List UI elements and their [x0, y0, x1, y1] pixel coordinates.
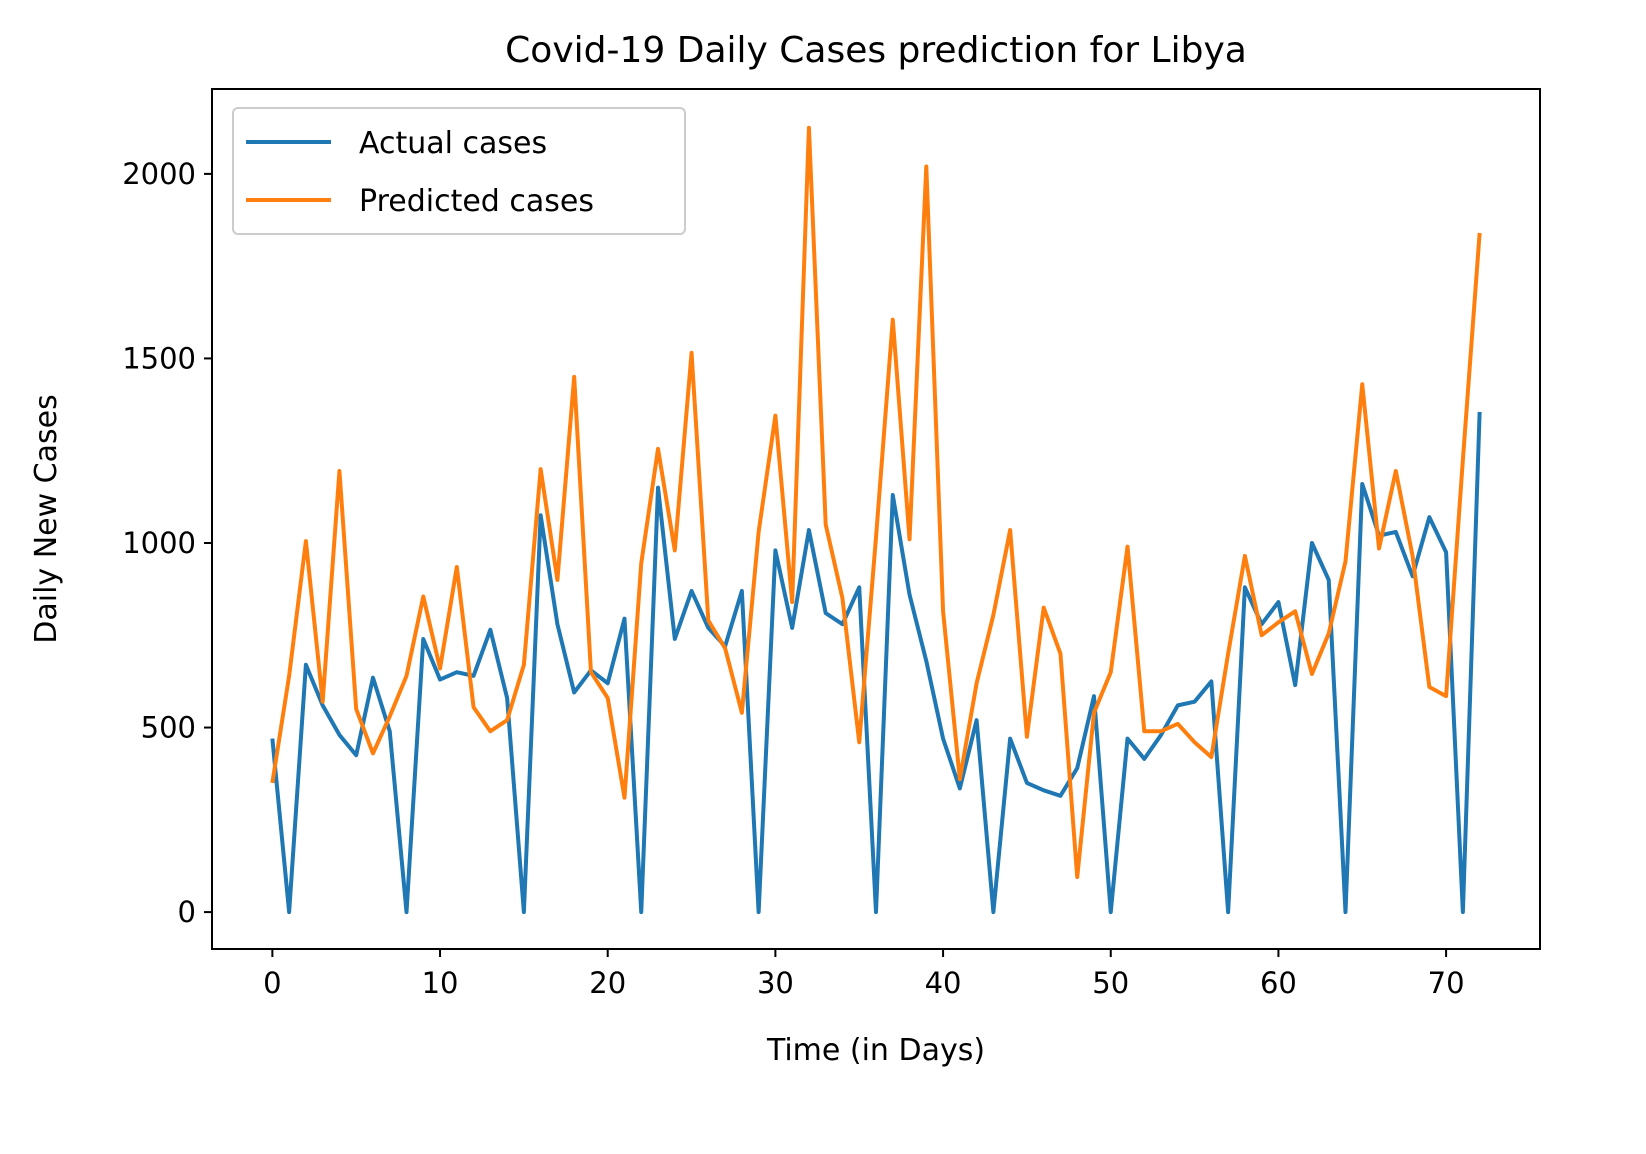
x-axis-label: Time (in Days): [766, 1033, 985, 1068]
legend: Actual cases Predicted cases: [232, 107, 686, 235]
y-axis-label: Daily New Cases: [29, 394, 64, 643]
x-tick-label: 70: [1428, 966, 1465, 1000]
x-tick-label: 40: [925, 966, 962, 1000]
legend-label-actual: Actual cases: [359, 126, 547, 161]
y-tick-label: 1000: [122, 526, 196, 560]
x-tick-label: 0: [263, 966, 281, 1000]
x-tick-label: 50: [1092, 966, 1129, 1000]
y-tick-label: 2000: [122, 157, 196, 191]
series-line-actual: [270, 411, 1482, 915]
x-tick-label: 60: [1260, 966, 1297, 1000]
x-tick-label: 20: [589, 966, 626, 1000]
x-tick-label: 10: [422, 966, 459, 1000]
legend-box: [232, 107, 686, 235]
chart-title: Covid-19 Daily Cases prediction for Liby…: [505, 30, 1247, 71]
x-axis: 0 10 20 30 40 50 60 70: [263, 949, 1465, 1000]
y-tick-label: 1500: [122, 341, 196, 375]
x-tick-label: 30: [757, 966, 794, 1000]
axes-frame: [211, 88, 1541, 950]
y-tick-label: 500: [141, 711, 196, 745]
legend-label-predicted: Predicted cases: [359, 184, 594, 219]
y-tick-label: 0: [178, 895, 196, 929]
series-layer: [270, 125, 1482, 915]
y-axis: 0 500 1000 1500 2000: [122, 157, 212, 929]
series-line-predicted: [270, 125, 1482, 880]
